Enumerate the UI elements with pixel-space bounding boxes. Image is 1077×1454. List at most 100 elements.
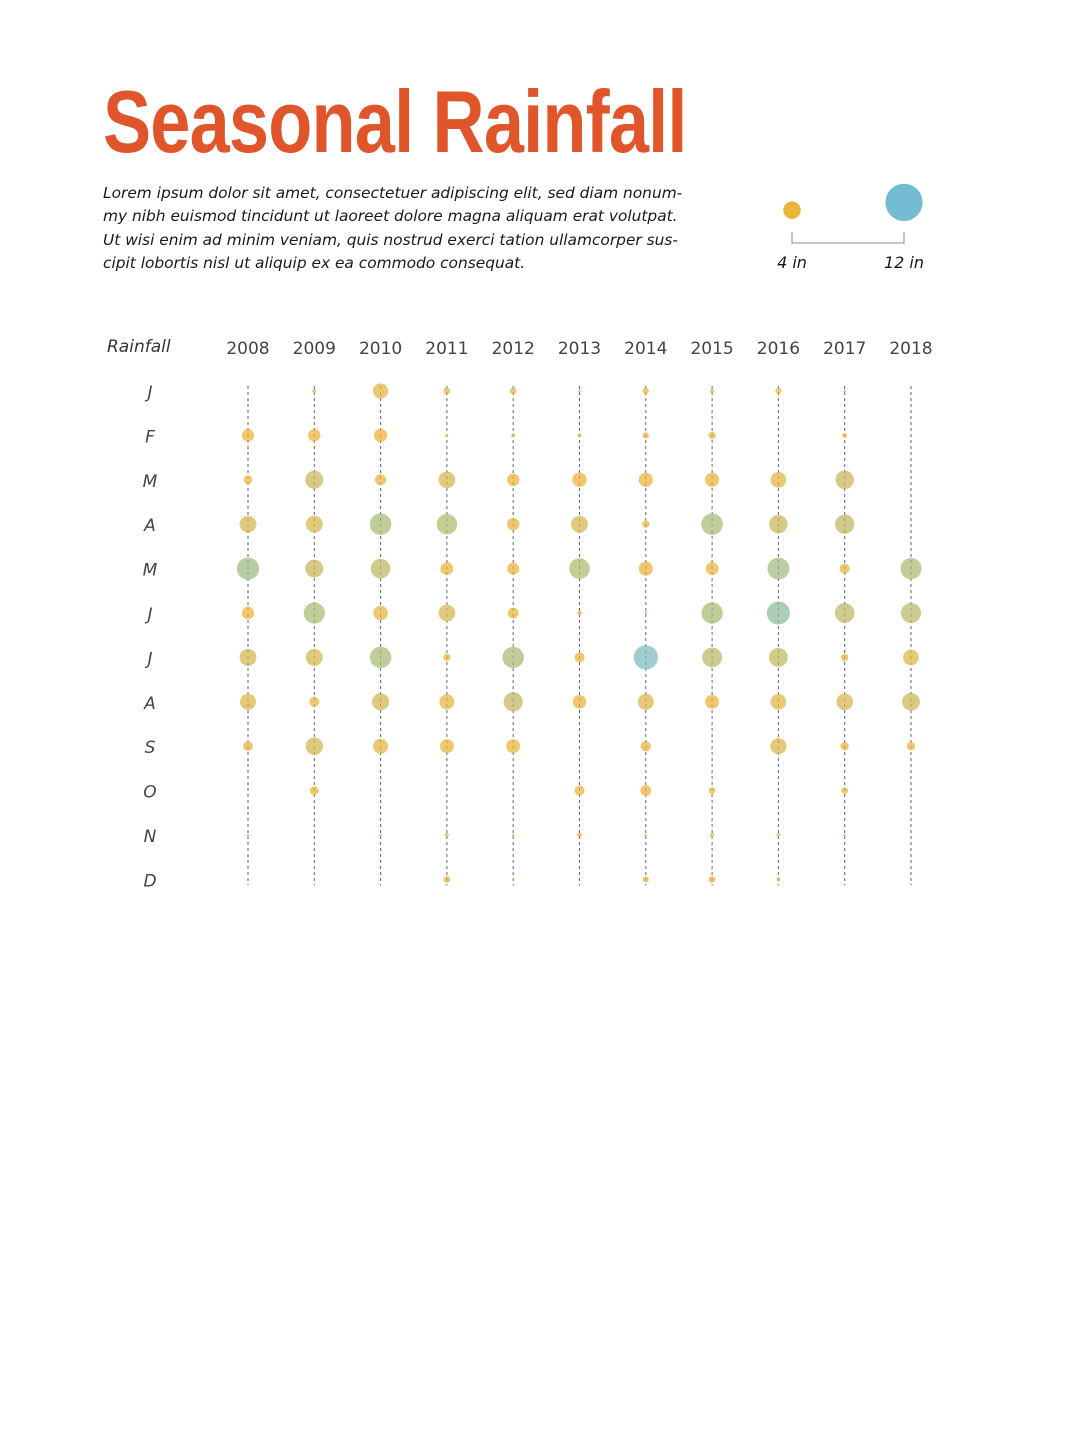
rainfall-bubble bbox=[644, 834, 647, 837]
month-label: J bbox=[144, 605, 152, 625]
rainfall-bubble bbox=[710, 833, 714, 837]
month-label: J bbox=[144, 383, 152, 403]
year-label: 2013 bbox=[558, 339, 601, 359]
rainfall-bubble bbox=[243, 741, 253, 751]
rainfall-bubble bbox=[374, 429, 387, 442]
rainfall-bubble bbox=[304, 602, 325, 623]
rainfall-bubble bbox=[771, 694, 787, 710]
rainfall-bubble bbox=[247, 834, 250, 837]
rainfall-bubble bbox=[577, 833, 582, 838]
rainfall-bubble bbox=[900, 558, 921, 579]
month-label: A bbox=[143, 516, 156, 536]
rainfall-bubble bbox=[240, 649, 257, 666]
month-label: N bbox=[144, 827, 157, 847]
rainfall-bubble bbox=[770, 738, 786, 754]
rainfall-bubble bbox=[572, 473, 586, 487]
rainfall-bubble bbox=[373, 383, 388, 398]
year-label: 2014 bbox=[624, 339, 667, 359]
rainfall-bubble bbox=[240, 694, 256, 710]
rainfall-bubble bbox=[506, 739, 520, 753]
rainfall-bubble bbox=[767, 558, 789, 580]
rainfall-bubble bbox=[445, 833, 449, 837]
year-label: 2015 bbox=[690, 339, 733, 359]
rainfall-bubble bbox=[508, 608, 519, 619]
year-labels: 2008 2009 2010 2011 2012 2013 2014 2015 2016 2017… bbox=[226, 339, 932, 359]
rainfall-bubble bbox=[644, 612, 647, 615]
rainfall-bubble bbox=[446, 434, 449, 437]
rainfall-bubble bbox=[244, 475, 253, 484]
year-label: 2016 bbox=[757, 339, 800, 359]
rainfall-bubble bbox=[373, 606, 387, 620]
rainfall-bubble bbox=[701, 602, 722, 623]
guide-lines bbox=[248, 386, 911, 885]
rainfall-bubble bbox=[370, 647, 391, 668]
rainfall-bubble bbox=[439, 471, 456, 488]
rainfall-bubble bbox=[574, 786, 584, 796]
rainfall-bubble bbox=[440, 739, 454, 753]
rainfall-bubble bbox=[709, 787, 716, 794]
legend: 4 in 12 in bbox=[777, 184, 924, 272]
month-label: F bbox=[145, 427, 155, 447]
rainfall-bubble bbox=[835, 603, 855, 623]
rainfall-bubble bbox=[843, 390, 846, 393]
rainfall-bubble bbox=[305, 560, 323, 578]
rainfall-bubble bbox=[308, 429, 320, 441]
rainfall-bubble bbox=[372, 693, 389, 710]
rainfall-bubble bbox=[841, 787, 848, 794]
rainfall-bubble bbox=[710, 389, 714, 393]
rainfall-bubble bbox=[775, 388, 781, 394]
rainfall-bubble bbox=[640, 785, 651, 796]
rainfall-bubble bbox=[371, 559, 391, 579]
legend-bracket bbox=[792, 232, 904, 243]
rainfall-bubble bbox=[373, 739, 388, 754]
rainfall-bubble bbox=[507, 474, 519, 486]
rainfall-bubble bbox=[639, 562, 653, 576]
rainfall-bubble bbox=[901, 603, 921, 623]
year-label: 2008 bbox=[226, 339, 269, 359]
rainfall-bubble bbox=[439, 694, 454, 709]
rainfall-bubble bbox=[639, 473, 653, 487]
rainfall-bubble bbox=[507, 563, 519, 575]
month-label: S bbox=[145, 738, 156, 758]
rainfall-bubble bbox=[439, 605, 456, 622]
rainfall-bubble bbox=[379, 834, 382, 837]
rainfall-bubble bbox=[571, 516, 588, 533]
rainfall-bubble bbox=[841, 654, 848, 661]
rainfall-bubble bbox=[443, 876, 450, 883]
year-label: 2010 bbox=[359, 339, 402, 359]
rainfall-bubble bbox=[370, 513, 392, 535]
rainfall-bubble bbox=[503, 647, 524, 668]
rainfall-bubble bbox=[305, 471, 323, 489]
year-label: 2018 bbox=[889, 339, 932, 359]
rainfall-bubble bbox=[835, 515, 854, 534]
rainfall-bubble bbox=[701, 513, 723, 535]
month-label: O bbox=[143, 783, 156, 803]
month-label: M bbox=[143, 472, 158, 492]
rainfall-bubble bbox=[569, 558, 590, 579]
rainfall-bubble bbox=[907, 742, 915, 750]
legend-large-label: 12 in bbox=[884, 253, 924, 272]
rainfall-bubble bbox=[835, 471, 853, 489]
rainfall-bubble bbox=[705, 695, 719, 709]
rainfall-bubble bbox=[306, 516, 323, 533]
legend-small-circle bbox=[783, 201, 801, 219]
rainfall-bubble bbox=[306, 649, 323, 666]
rainfall-bubble bbox=[843, 834, 846, 837]
month-label: J bbox=[144, 649, 152, 669]
rainfall-bubble bbox=[573, 695, 587, 709]
rainfall-bubble bbox=[642, 521, 649, 528]
rainfall-bubble bbox=[706, 562, 719, 575]
rainfall-bubble bbox=[574, 652, 584, 662]
rainfall-bubble bbox=[702, 647, 722, 667]
rainfall-bubble bbox=[577, 611, 582, 616]
rainfall-bubble bbox=[769, 648, 788, 667]
rainfall-bubble bbox=[441, 562, 454, 575]
rainfall-bubble bbox=[776, 833, 780, 837]
rainfall-bubble bbox=[443, 388, 450, 395]
rainfall-bubble bbox=[309, 697, 319, 707]
rainfall-bubble bbox=[709, 876, 716, 883]
rainfall-bubble bbox=[312, 389, 316, 393]
rainfall-bubble bbox=[306, 738, 323, 755]
rainfall-bubble bbox=[437, 514, 457, 534]
rainfall-bubble bbox=[242, 429, 254, 441]
